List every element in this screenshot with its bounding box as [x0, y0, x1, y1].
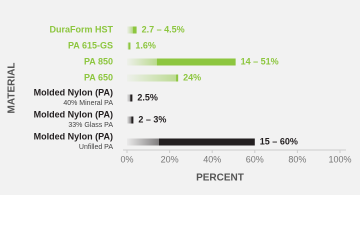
- category-label: PA 650: [84, 72, 113, 82]
- y-axis-title: MATERIAL: [7, 63, 18, 114]
- value-label: 2 – 3%: [138, 114, 166, 124]
- bar: [127, 94, 133, 102]
- value-label: 2.5%: [137, 92, 158, 102]
- value-label: 15 – 60%: [260, 136, 298, 146]
- x-axis-title: PERCENT: [196, 173, 244, 184]
- bar-range: [131, 116, 134, 124]
- value-label: 2.7 – 4.5%: [142, 24, 185, 34]
- chart: MATERIAL PERCENT 0% 20% 40% 60% 80% 100% 2.7 –…: [0, 0, 360, 195]
- value-label: 1.6%: [135, 40, 156, 50]
- bar-base: [127, 58, 157, 66]
- bar-base: [127, 26, 133, 34]
- category-label: DuraForm HST: [49, 24, 113, 34]
- x-tick-label: 100%: [328, 154, 351, 164]
- bar-base: [127, 116, 132, 124]
- value-label: 14 – 51%: [241, 56, 279, 66]
- x-tick-label: 0%: [120, 154, 133, 164]
- bar-cap: [176, 74, 179, 82]
- category-label: PA 615-GS: [68, 40, 113, 50]
- bar-cap: [130, 94, 133, 102]
- category-sublabel: 33% Glass PA: [68, 122, 113, 129]
- category-label: PA 850: [84, 56, 113, 66]
- category-sublabel: 40% Mineral PA: [63, 100, 113, 107]
- x-tick-label: 60%: [246, 154, 264, 164]
- bar: [127, 74, 179, 82]
- x-tick-label: 80%: [288, 154, 306, 164]
- x-tick-label: 40%: [203, 154, 221, 164]
- bar-cap: [128, 42, 131, 50]
- bar-range: [132, 26, 137, 34]
- x-tick-label: 20%: [161, 154, 179, 164]
- category-label: Molded Nylon (PA): [34, 109, 113, 119]
- category-label: Molded Nylon (PA): [34, 131, 113, 141]
- bar-base: [127, 138, 159, 146]
- category-label: Molded Nylon (PA): [34, 87, 113, 97]
- background: [0, 0, 360, 195]
- value-label: 24%: [183, 72, 201, 82]
- bar-range: [158, 138, 255, 146]
- bar-range: [156, 58, 236, 66]
- category-sublabel: Unfilled PA: [79, 144, 113, 151]
